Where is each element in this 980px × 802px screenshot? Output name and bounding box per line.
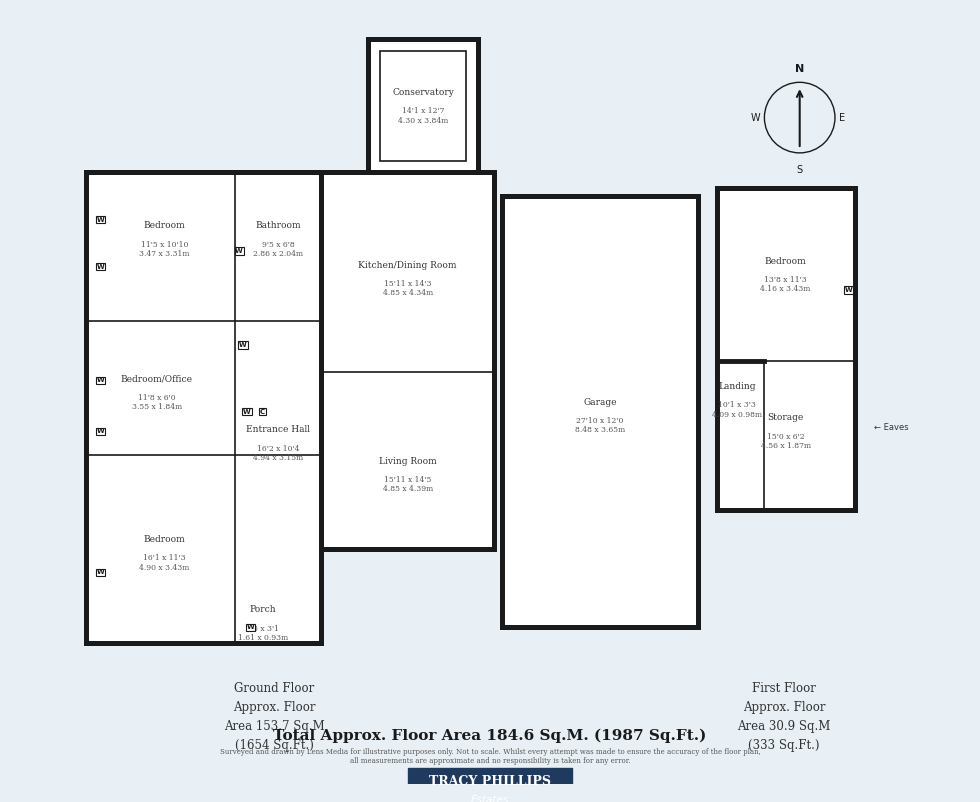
Text: W: W xyxy=(96,377,104,383)
Bar xyxy=(502,196,698,627)
Text: 15'0 x 6'2
4.56 x 1.87m: 15'0 x 6'2 4.56 x 1.87m xyxy=(760,433,810,450)
Bar xyxy=(380,51,466,160)
Bar xyxy=(333,184,482,537)
Text: W: W xyxy=(96,217,104,222)
Text: 14'1 x 12'7
4.30 x 3.84m: 14'1 x 12'7 4.30 x 3.84m xyxy=(398,107,449,124)
Text: W: W xyxy=(845,287,853,293)
Text: Bedroom: Bedroom xyxy=(764,257,807,265)
Text: 9'5 x 6'8
2.86 x 2.04m: 9'5 x 6'8 2.86 x 2.04m xyxy=(253,241,304,258)
Text: Living Room: Living Room xyxy=(379,456,436,465)
Text: S: S xyxy=(797,164,803,175)
Text: 11'8 x 6'0
3.55 x 1.84m: 11'8 x 6'0 3.55 x 1.84m xyxy=(131,394,182,411)
Bar xyxy=(321,172,494,549)
Bar xyxy=(717,188,855,509)
Text: Garage: Garage xyxy=(583,398,616,407)
Text: 15'11 x 14'3
4.85 x 4.34m: 15'11 x 14'3 4.85 x 4.34m xyxy=(382,280,433,297)
Text: W: W xyxy=(751,112,760,123)
Text: W: W xyxy=(239,342,247,348)
Bar xyxy=(86,172,321,643)
Text: TRACY PHILLIPS: TRACY PHILLIPS xyxy=(429,776,551,788)
Text: W: W xyxy=(96,428,104,434)
Text: W: W xyxy=(96,264,104,269)
Text: 10'1 x 3'3
4.09 x 0.98m: 10'1 x 3'3 4.09 x 0.98m xyxy=(711,402,762,419)
Text: Total Approx. Floor Area 184.6 Sq.M. (1987 Sq.Ft.): Total Approx. Floor Area 184.6 Sq.M. (19… xyxy=(273,728,707,743)
Bar xyxy=(729,200,843,498)
Text: Kitchen/Dining Room: Kitchen/Dining Room xyxy=(359,261,457,269)
Text: E: E xyxy=(839,112,845,123)
Text: Ground Floor
Approx. Floor
Area 153.7 Sq.M
(1654 Sq.Ft.): Ground Floor Approx. Floor Area 153.7 Sq… xyxy=(224,683,324,752)
Text: 16'1 x 11'3
4.90 x 3.43m: 16'1 x 11'3 4.90 x 3.43m xyxy=(139,554,190,572)
Text: Entrance Hall: Entrance Hall xyxy=(246,425,311,434)
Bar xyxy=(98,184,310,631)
Text: W: W xyxy=(243,408,251,415)
Text: 13'8 x 11'3
4.16 x 3.43m: 13'8 x 11'3 4.16 x 3.43m xyxy=(760,276,810,294)
Text: ← Eaves: ← Eaves xyxy=(874,423,908,431)
Text: Porch: Porch xyxy=(249,606,276,614)
Text: Bathroom: Bathroom xyxy=(256,221,301,230)
Text: Surveyed and drawn by Lens Media for illustrative purposes only. Not to scale. W: Surveyed and drawn by Lens Media for ill… xyxy=(220,748,760,765)
Text: Bedroom: Bedroom xyxy=(144,535,185,544)
Text: 16'2 x 10'4
4.94 x 3.15m: 16'2 x 10'4 4.94 x 3.15m xyxy=(253,444,304,462)
Text: 5'3 x 3'1
1.61 x 0.93m: 5'3 x 3'1 1.61 x 0.93m xyxy=(237,625,288,642)
Text: Storage: Storage xyxy=(767,413,804,423)
Text: 27'10 x 12'0
8.48 x 3.65m: 27'10 x 12'0 8.48 x 3.65m xyxy=(574,417,625,435)
Text: Landing: Landing xyxy=(718,382,756,391)
Text: W: W xyxy=(247,624,255,630)
Text: W: W xyxy=(235,248,243,254)
Text: Bedroom: Bedroom xyxy=(144,221,185,230)
Text: N: N xyxy=(795,64,805,75)
Text: Conservatory: Conservatory xyxy=(392,88,455,97)
Bar xyxy=(333,184,482,537)
Bar xyxy=(514,208,686,615)
Text: Estates: Estates xyxy=(470,796,510,802)
Bar xyxy=(408,768,572,802)
Bar xyxy=(368,39,478,172)
Text: W: W xyxy=(96,569,104,575)
Bar xyxy=(380,51,466,160)
Text: First Floor
Approx. Floor
Area 30.9 Sq.M
(333 Sq.Ft.): First Floor Approx. Floor Area 30.9 Sq.M… xyxy=(737,683,831,752)
Text: 15'11 x 14'5
4.85 x 4.39m: 15'11 x 14'5 4.85 x 4.39m xyxy=(382,476,433,493)
Text: C: C xyxy=(260,408,266,415)
Bar xyxy=(98,184,310,631)
Text: Bedroom/Office: Bedroom/Office xyxy=(121,375,193,383)
Text: 11'5 x 10'10
3.47 x 3.31m: 11'5 x 10'10 3.47 x 3.31m xyxy=(139,241,190,258)
